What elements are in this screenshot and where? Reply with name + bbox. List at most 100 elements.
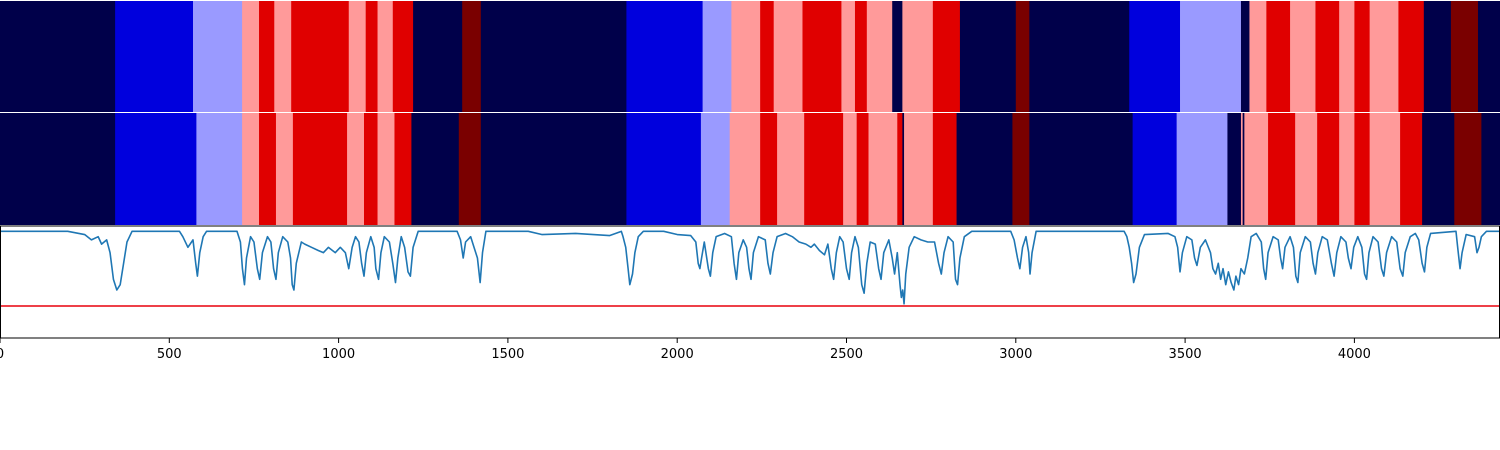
band-segment	[1398, 1, 1425, 112]
band-segment	[1244, 113, 1249, 225]
x-tick-label: 2000	[661, 347, 694, 362]
band-segment	[242, 113, 260, 225]
band-segment	[1227, 113, 1242, 225]
x-tick-label: 3000	[999, 347, 1032, 362]
band-segment	[626, 113, 702, 225]
band-segment	[904, 113, 934, 225]
band-segment	[856, 113, 869, 225]
band-segment	[1422, 113, 1455, 225]
band-segment	[1400, 113, 1423, 225]
band-segment	[932, 113, 957, 225]
band-lower	[0, 113, 1500, 225]
band-segment	[760, 113, 778, 225]
band-segment	[259, 113, 277, 225]
band-segment	[777, 113, 805, 225]
band-segment	[0, 1, 116, 112]
band-segment	[729, 113, 761, 225]
band-segment	[1423, 1, 1452, 112]
band-segment	[1315, 1, 1340, 112]
band-segment	[196, 113, 243, 225]
band-segment	[1290, 1, 1316, 112]
x-tick-label: 500	[157, 347, 182, 362]
x-tick-label: 1000	[322, 347, 355, 362]
band-segment	[1268, 113, 1296, 225]
band-upper	[0, 1, 1500, 112]
band-segment	[411, 113, 460, 225]
band-segment	[1242, 113, 1245, 225]
band-segment	[274, 1, 292, 112]
band-segment	[458, 113, 482, 225]
band-segment	[1132, 113, 1178, 225]
band-segment	[462, 1, 482, 112]
x-tick-label: 2500	[830, 347, 863, 362]
band-segment	[0, 113, 116, 225]
band-segment	[868, 113, 898, 225]
band-segment	[480, 1, 627, 112]
band-segment	[1354, 1, 1371, 112]
band-segment	[413, 1, 463, 112]
band-segment	[1240, 1, 1250, 112]
series-line	[0, 230, 1500, 305]
x-axis: 0 500 1000 1500 2000 2500 3000 3500 4000	[0, 338, 1371, 362]
band-segment	[259, 1, 275, 112]
band-segment	[1295, 113, 1318, 225]
band-segment	[959, 1, 1017, 112]
band-segment	[843, 113, 858, 225]
band-segment	[1477, 1, 1500, 112]
band-segment	[1317, 113, 1340, 225]
band-segment	[1247, 113, 1269, 225]
band-segment	[480, 113, 627, 225]
band-segment	[1180, 1, 1242, 112]
band-segment	[365, 1, 378, 112]
band-segment	[377, 113, 395, 225]
band-segment	[760, 1, 775, 112]
band-segment	[115, 113, 197, 225]
band-segment	[1015, 1, 1030, 112]
band-segment	[1369, 113, 1401, 225]
x-tick-label: 4000	[1338, 347, 1371, 362]
band-segment	[292, 113, 348, 225]
band-segment	[1249, 1, 1267, 112]
band-segment	[1369, 1, 1399, 112]
band-segment	[956, 113, 1013, 225]
band-segment	[392, 1, 414, 112]
band-segment	[702, 1, 732, 112]
band-segment	[394, 113, 412, 225]
band-segment	[854, 1, 868, 112]
band-segment	[1354, 113, 1371, 225]
band-segment	[1454, 113, 1482, 225]
band-segment	[377, 1, 394, 112]
band-segment	[1339, 1, 1355, 112]
heatmap-bands	[0, 1, 1500, 225]
band-segment	[897, 113, 903, 225]
band-segment	[731, 1, 761, 112]
band-segment	[291, 1, 350, 112]
band-segment	[193, 1, 243, 112]
band-segment	[1339, 113, 1355, 225]
band-segment	[1176, 113, 1228, 225]
band-segment	[804, 113, 844, 225]
band-segment	[892, 1, 903, 112]
band-segment	[902, 1, 934, 112]
band-segment	[841, 1, 856, 112]
band-segment	[773, 1, 803, 112]
band-segment	[1481, 113, 1500, 225]
band-segment	[115, 1, 194, 112]
band-segment	[1240, 113, 1244, 225]
band-segment	[242, 1, 260, 112]
band-segment	[275, 113, 294, 225]
band-segment	[347, 113, 365, 225]
band-segment	[1029, 113, 1134, 225]
band-segment	[1012, 113, 1030, 225]
x-tick-label: 3500	[1169, 347, 1202, 362]
band-segment	[348, 1, 367, 112]
band-segment	[802, 1, 842, 112]
band-segment	[902, 113, 905, 225]
band-segment	[700, 113, 731, 225]
x-tick-label: 1500	[491, 347, 524, 362]
band-segment	[364, 113, 378, 225]
band-segment	[932, 1, 961, 112]
band-segment	[1450, 1, 1479, 112]
band-segment	[1129, 1, 1181, 112]
